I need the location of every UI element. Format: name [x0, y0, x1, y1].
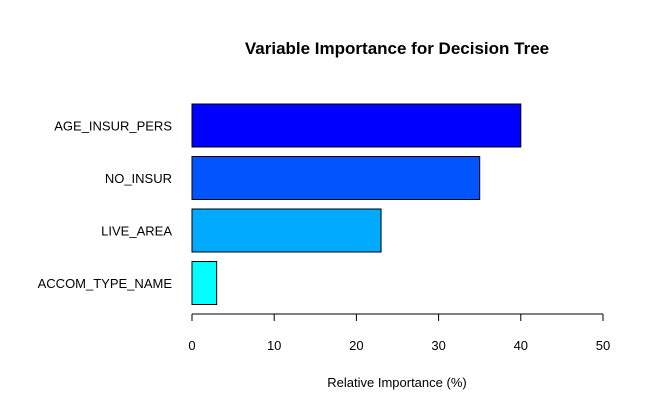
category-label: AGE_INSUR_PERS	[54, 119, 172, 134]
bar-age-insur-pers	[191, 103, 522, 148]
bar-accom-type-name	[191, 261, 218, 305]
x-axis-title: Relative Importance (%)	[327, 375, 466, 390]
x-tick-label: 20	[349, 338, 363, 353]
x-tick-label: 0	[188, 338, 195, 353]
category-label: ACCOM_TYPE_NAME	[38, 276, 173, 291]
x-tick-label: 50	[596, 338, 610, 353]
x-axis: 0 10 20 30 40 50	[188, 313, 610, 353]
bars-group	[191, 103, 522, 305]
bar-no-insur	[191, 156, 481, 200]
category-labels-group: AGE_INSUR_PERS NO_INSUR LIVE_AREA ACCOM_TYP…	[38, 119, 173, 292]
x-tick-label: 10	[267, 338, 281, 353]
x-tick-label: 30	[431, 338, 445, 353]
bar-live-area	[191, 208, 382, 253]
x-tick-label: 40	[514, 338, 528, 353]
category-label: LIVE_AREA	[101, 224, 172, 239]
category-label: NO_INSUR	[105, 171, 172, 186]
chart-title: Variable Importance for Decision Tree	[245, 39, 549, 58]
